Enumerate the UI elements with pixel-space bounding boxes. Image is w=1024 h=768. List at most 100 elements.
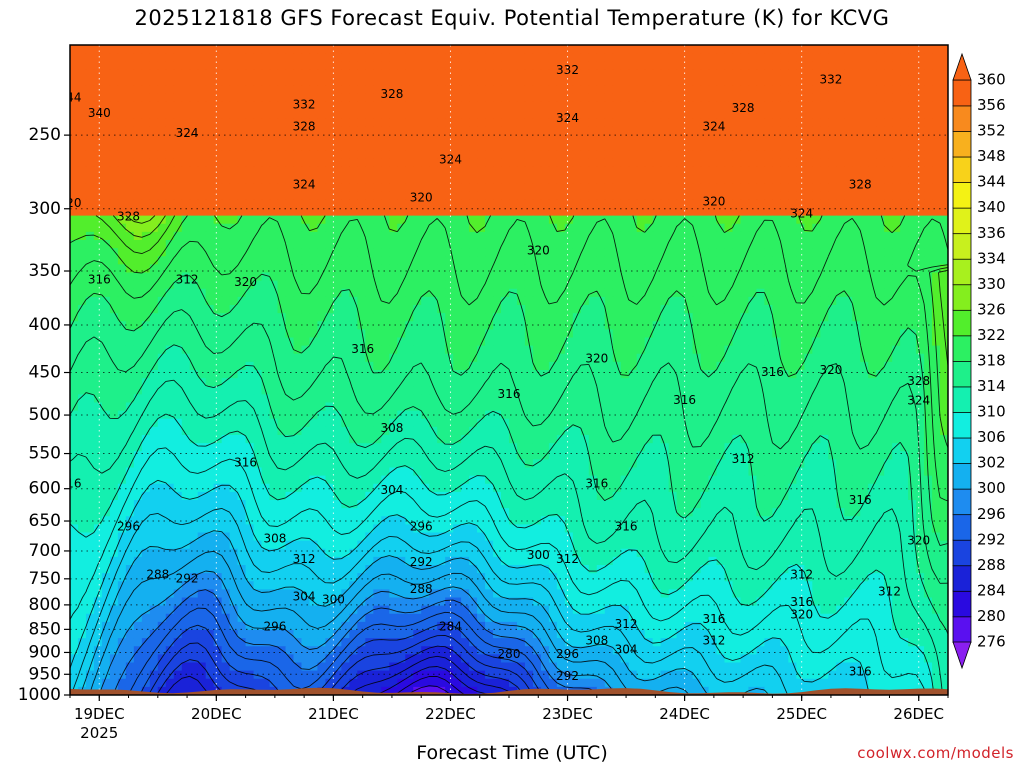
field-cell xyxy=(612,305,622,314)
field-cell xyxy=(724,61,734,70)
field-cell xyxy=(461,305,470,314)
field-cell xyxy=(157,142,167,152)
field-cell xyxy=(269,305,279,314)
field-cell xyxy=(828,77,837,87)
field-cell xyxy=(836,118,845,127)
field-cell xyxy=(349,337,358,347)
field-cell xyxy=(564,231,574,241)
field-cell xyxy=(445,53,454,62)
field-cell xyxy=(564,272,574,282)
field-cell xyxy=(756,240,766,249)
field-cell xyxy=(365,386,374,395)
field-cell xyxy=(740,321,750,330)
field-cell xyxy=(580,329,590,339)
field-cell xyxy=(381,337,390,347)
field-cell xyxy=(524,296,534,306)
field-cell xyxy=(668,272,678,282)
field-cell xyxy=(548,296,558,306)
field-cell xyxy=(620,321,630,330)
field-cell xyxy=(772,134,781,144)
field-cell xyxy=(501,386,510,395)
field-cell xyxy=(269,158,279,168)
field-cell xyxy=(469,313,478,322)
field-cell xyxy=(141,370,151,379)
field-cell xyxy=(572,215,582,225)
field-cell xyxy=(70,93,79,103)
field-cell xyxy=(349,240,358,249)
field-cell xyxy=(229,134,239,144)
field-cell xyxy=(173,272,183,282)
field-cell xyxy=(237,118,247,127)
field-cell xyxy=(253,93,263,103)
field-cell xyxy=(732,61,742,70)
field-cell xyxy=(860,321,869,330)
field-cell xyxy=(213,126,223,135)
field-cell xyxy=(732,158,742,168)
field-cell xyxy=(293,410,303,420)
field-cell xyxy=(764,361,773,371)
field-cell xyxy=(580,166,590,176)
field-cell xyxy=(740,256,750,265)
field-cell xyxy=(237,158,247,168)
field-cell xyxy=(756,280,766,290)
field-cell xyxy=(70,101,79,111)
field-cell xyxy=(285,191,295,200)
field-cell xyxy=(141,240,151,249)
field-cell xyxy=(493,288,502,298)
field-cell xyxy=(269,77,279,87)
field-cell xyxy=(732,288,742,298)
field-cell xyxy=(405,272,414,282)
field-cell xyxy=(245,256,255,265)
field-cell xyxy=(756,207,766,217)
field-cell xyxy=(556,85,566,95)
field-cell xyxy=(453,126,462,135)
field-cell xyxy=(477,77,486,87)
field-cell xyxy=(325,183,334,192)
field-cell xyxy=(189,288,199,298)
field-cell xyxy=(437,142,446,152)
field-cell xyxy=(253,53,263,62)
field-cell xyxy=(485,370,494,379)
field-cell xyxy=(516,337,526,347)
field-cell xyxy=(620,329,630,339)
field-cell xyxy=(940,183,948,192)
field-cell xyxy=(604,69,614,79)
field-cell xyxy=(556,166,566,176)
field-cell xyxy=(628,101,638,111)
field-cell xyxy=(924,296,933,306)
field-cell xyxy=(173,321,183,330)
field-cell xyxy=(668,370,678,379)
field-cell xyxy=(516,240,526,249)
field-cell xyxy=(820,191,829,200)
field-cell xyxy=(580,231,590,241)
field-cell xyxy=(844,77,853,87)
field-cell xyxy=(580,313,590,322)
field-cell xyxy=(684,207,694,217)
field-cell xyxy=(692,280,702,290)
field-cell xyxy=(485,231,494,241)
field-cell xyxy=(453,150,462,160)
field-cell xyxy=(373,231,382,241)
field-cell xyxy=(421,183,430,192)
field-cell xyxy=(70,353,79,363)
field-cell xyxy=(413,207,422,217)
field-cell xyxy=(117,386,127,395)
field-cell xyxy=(924,61,933,70)
field-cell xyxy=(197,248,207,257)
field-cell xyxy=(461,337,470,347)
field-cell xyxy=(117,296,127,306)
field-cell xyxy=(876,150,885,160)
field-cell xyxy=(876,361,885,371)
field-cell xyxy=(628,150,638,160)
field-cell xyxy=(245,223,255,233)
field-cell xyxy=(900,45,909,54)
field-cell xyxy=(780,264,789,274)
field-cell xyxy=(253,101,263,111)
field-cell xyxy=(844,272,853,282)
field-cell xyxy=(245,207,255,217)
field-cell xyxy=(564,118,574,127)
field-cell xyxy=(524,110,534,119)
field-cell xyxy=(301,280,311,290)
field-cell xyxy=(165,264,175,274)
field-cell xyxy=(181,345,191,355)
